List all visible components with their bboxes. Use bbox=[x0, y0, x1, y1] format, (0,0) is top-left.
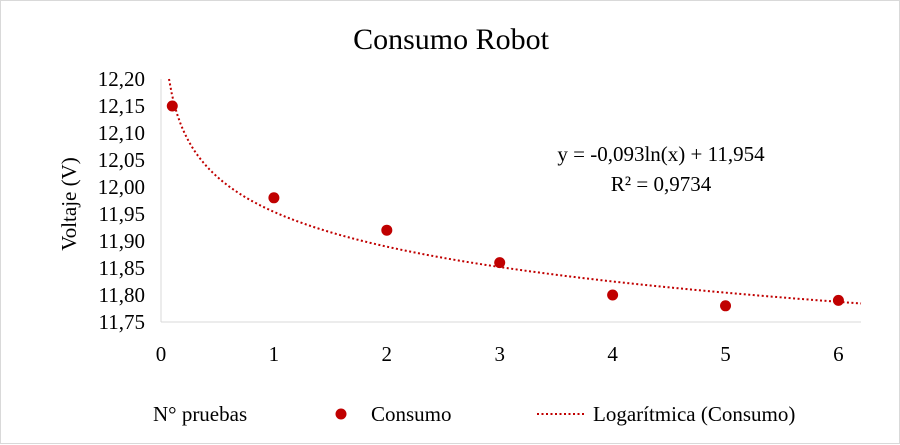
y-tick-label: 11,85 bbox=[99, 256, 145, 280]
legend-label-trendline: Logarítmica (Consumo) bbox=[593, 402, 795, 426]
trendline-path bbox=[168, 78, 862, 305]
y-tick-label: 12,20 bbox=[98, 67, 145, 91]
x-tick-label: 6 bbox=[833, 342, 844, 366]
data-point bbox=[166, 100, 178, 112]
x-tick-label: 1 bbox=[269, 342, 280, 366]
y-tick-label: 12,05 bbox=[98, 148, 145, 172]
y-axis-title: Voltaje (V) bbox=[57, 157, 81, 251]
x-tick-label: 2 bbox=[382, 342, 393, 366]
y-tick-labels: 12,20 12,15 12,10 12,05 12,00 11,95 11,90 11,85… bbox=[98, 67, 145, 334]
trendline-equation: y = -0,093ln(x) + 11,954 bbox=[557, 142, 765, 166]
data-point bbox=[607, 289, 619, 301]
x-tick-labels: 0 1 2 3 4 5 6 bbox=[156, 342, 844, 366]
trendline-r-squared: R² = 0,9734 bbox=[611, 172, 712, 196]
y-tick-label: 12,00 bbox=[98, 175, 145, 199]
data-point bbox=[832, 294, 844, 306]
data-point bbox=[268, 192, 280, 204]
y-tick-label: 11,95 bbox=[99, 202, 145, 226]
data-point bbox=[494, 257, 506, 269]
data-points bbox=[166, 100, 844, 312]
x-tick-label: 3 bbox=[494, 342, 505, 366]
x-tick-label: 0 bbox=[156, 342, 167, 366]
chart-title: Consumo Robot bbox=[353, 23, 550, 56]
x-tick-label: 4 bbox=[607, 342, 618, 366]
legend-marker-consumo bbox=[335, 408, 347, 420]
y-tick-label: 11,90 bbox=[99, 229, 145, 253]
x-axis-title: N° pruebas bbox=[153, 402, 247, 426]
y-tick-label: 11,75 bbox=[99, 310, 145, 334]
legend-label-consumo: Consumo bbox=[371, 402, 452, 426]
y-tick-label: 12,10 bbox=[98, 121, 145, 145]
data-point bbox=[381, 224, 393, 236]
data-point bbox=[720, 300, 732, 312]
y-tick-label: 11,80 bbox=[99, 283, 145, 307]
y-tick-label: 12,15 bbox=[98, 94, 145, 118]
x-tick-label: 5 bbox=[720, 342, 731, 366]
